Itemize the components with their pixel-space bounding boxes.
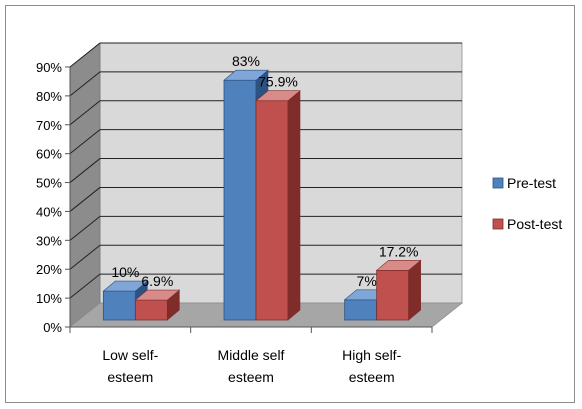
gridline-side: [69, 273, 101, 299]
data-label: 7%: [357, 273, 377, 289]
gridline-side: [69, 215, 101, 241]
y-tick-label: 20%: [36, 262, 62, 277]
data-label: 83%: [232, 53, 260, 69]
x-tick-label-line: Low self-: [102, 347, 158, 363]
x-tick-label-line: Middle self: [218, 347, 285, 363]
data-label: 75.9%: [258, 74, 298, 90]
gridline-side: [69, 42, 101, 68]
bar-front: [376, 269, 410, 321]
bar-top: [255, 90, 301, 102]
y-tick-label: 0%: [43, 320, 62, 335]
x-tick-label-line: High self-: [342, 347, 401, 363]
bar-front: [102, 290, 136, 321]
y-tick-label: 30%: [36, 233, 62, 248]
gridline-side: [69, 244, 101, 270]
bar-side: [287, 90, 301, 321]
x-tick-label-line: esteem: [349, 369, 395, 385]
x-tick-label: High self-esteem: [342, 347, 401, 385]
data-label: 17.2%: [379, 243, 419, 259]
gridline-side: [69, 129, 101, 155]
legend-swatch: [492, 177, 504, 189]
x-tick-label-line: esteem: [107, 369, 153, 385]
x-tick-label: Middle self esteem: [218, 347, 285, 385]
y-tick-label: 70%: [36, 118, 62, 133]
y-tick-label: 40%: [36, 204, 62, 219]
bar-front: [134, 299, 168, 321]
legend-swatch: [492, 218, 504, 230]
y-tick-label: 50%: [36, 176, 62, 191]
bar-front: [255, 100, 289, 321]
legend-label: Post-test: [507, 216, 562, 232]
y-tick-label: 90%: [36, 60, 62, 75]
legend-label: Pre-test: [507, 175, 556, 191]
bar-front: [223, 79, 257, 321]
y-tick-label: 60%: [36, 147, 62, 162]
bar-top: [102, 280, 149, 292]
bar-front: [344, 299, 378, 321]
bar-top: [375, 260, 422, 271]
y-tick-label: 10%: [36, 291, 62, 306]
gridline-side: [69, 100, 101, 126]
gridline-side: [69, 158, 101, 183]
x-tick-label-line: esteem: [228, 369, 274, 385]
gridline-side: [69, 71, 101, 97]
x-tick-label: Low self-esteem: [102, 347, 158, 385]
data-label: 10%: [111, 264, 139, 280]
side-wall: [69, 42, 101, 328]
gridline-side: [69, 187, 101, 212]
bar-side: [408, 259, 421, 321]
y-tick-label: 80%: [36, 89, 62, 104]
bar-top: [134, 289, 181, 301]
bar-top: [223, 69, 269, 81]
data-label: 6.9%: [141, 273, 173, 289]
